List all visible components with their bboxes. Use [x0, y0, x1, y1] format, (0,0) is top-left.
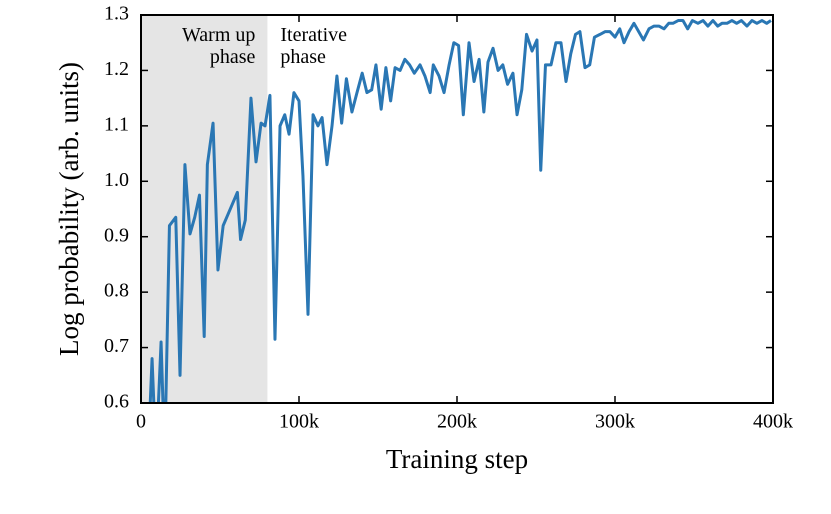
- x-tick-label: 0: [136, 411, 146, 433]
- annotation: Iterative: [280, 24, 347, 46]
- y-tick-label: 0.8: [104, 280, 129, 302]
- x-tick-label: 200k: [437, 411, 477, 433]
- y-tick-label: 1.0: [104, 169, 129, 191]
- y-tick-label: 1.3: [104, 3, 129, 25]
- y-tick-label: 1.1: [104, 113, 129, 135]
- y-axis-label: Log probability (arb. units): [54, 62, 84, 356]
- x-axis-label: Training step: [386, 444, 528, 474]
- annotation: Warm up: [182, 24, 255, 46]
- y-tick-label: 1.2: [104, 58, 129, 80]
- x-tick-label: 300k: [595, 411, 635, 433]
- annotation: phase: [280, 46, 326, 68]
- annotation: phase: [210, 46, 256, 68]
- y-tick-label: 0.9: [104, 224, 129, 246]
- y-tick-label: 0.6: [104, 391, 129, 413]
- y-tick-label: 0.7: [104, 335, 129, 357]
- data-line: [148, 19, 772, 403]
- x-tick-label: 400k: [753, 411, 793, 433]
- x-tick-label: 100k: [279, 411, 319, 433]
